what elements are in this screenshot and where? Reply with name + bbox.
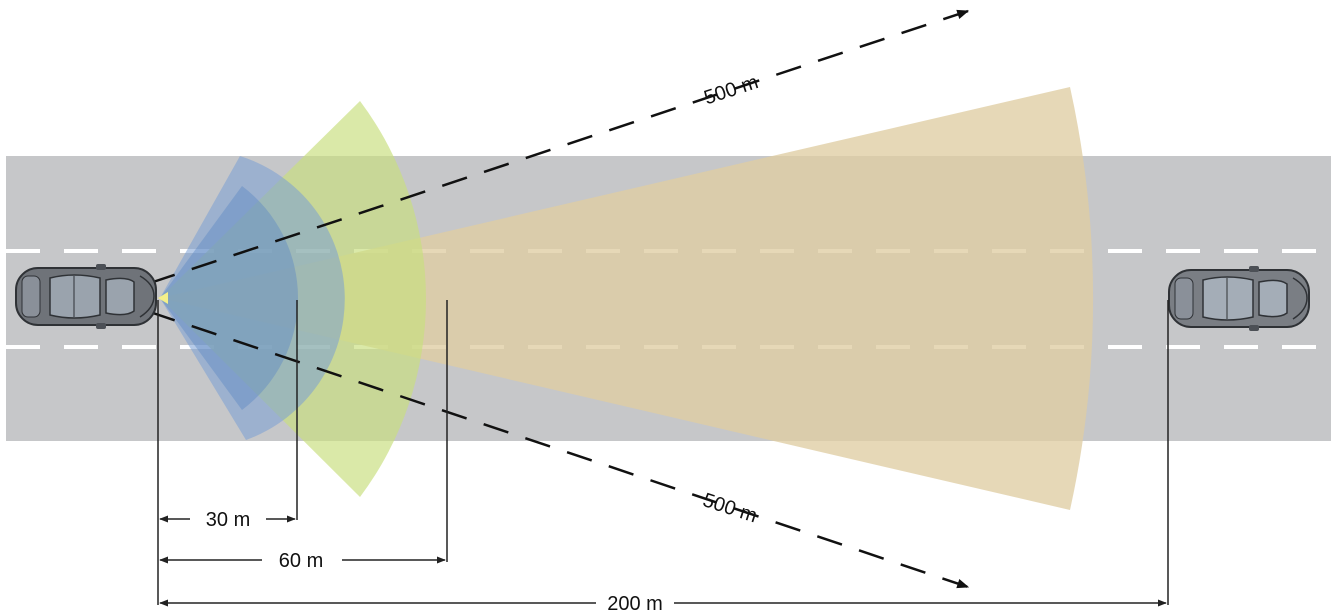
target-vehicle-icon [1168,266,1310,331]
dim-label-60m: 60 m [279,550,323,572]
dim-label-200m: 200 m [607,593,663,615]
sensor-origin [158,292,168,304]
beam-line-upper [149,9,970,285]
dim-label-30m: 30 m [206,509,250,531]
long-range-radar-zone [160,87,1094,510]
beam-line-lower [149,310,970,589]
short-range-radar-zone-inner [160,186,298,410]
beam-label-upper: 500 m [701,71,761,109]
short-range-radar-zone [160,156,345,440]
beam-label-lower: 500 m [700,489,760,527]
ego-vehicle-icon [15,264,157,329]
